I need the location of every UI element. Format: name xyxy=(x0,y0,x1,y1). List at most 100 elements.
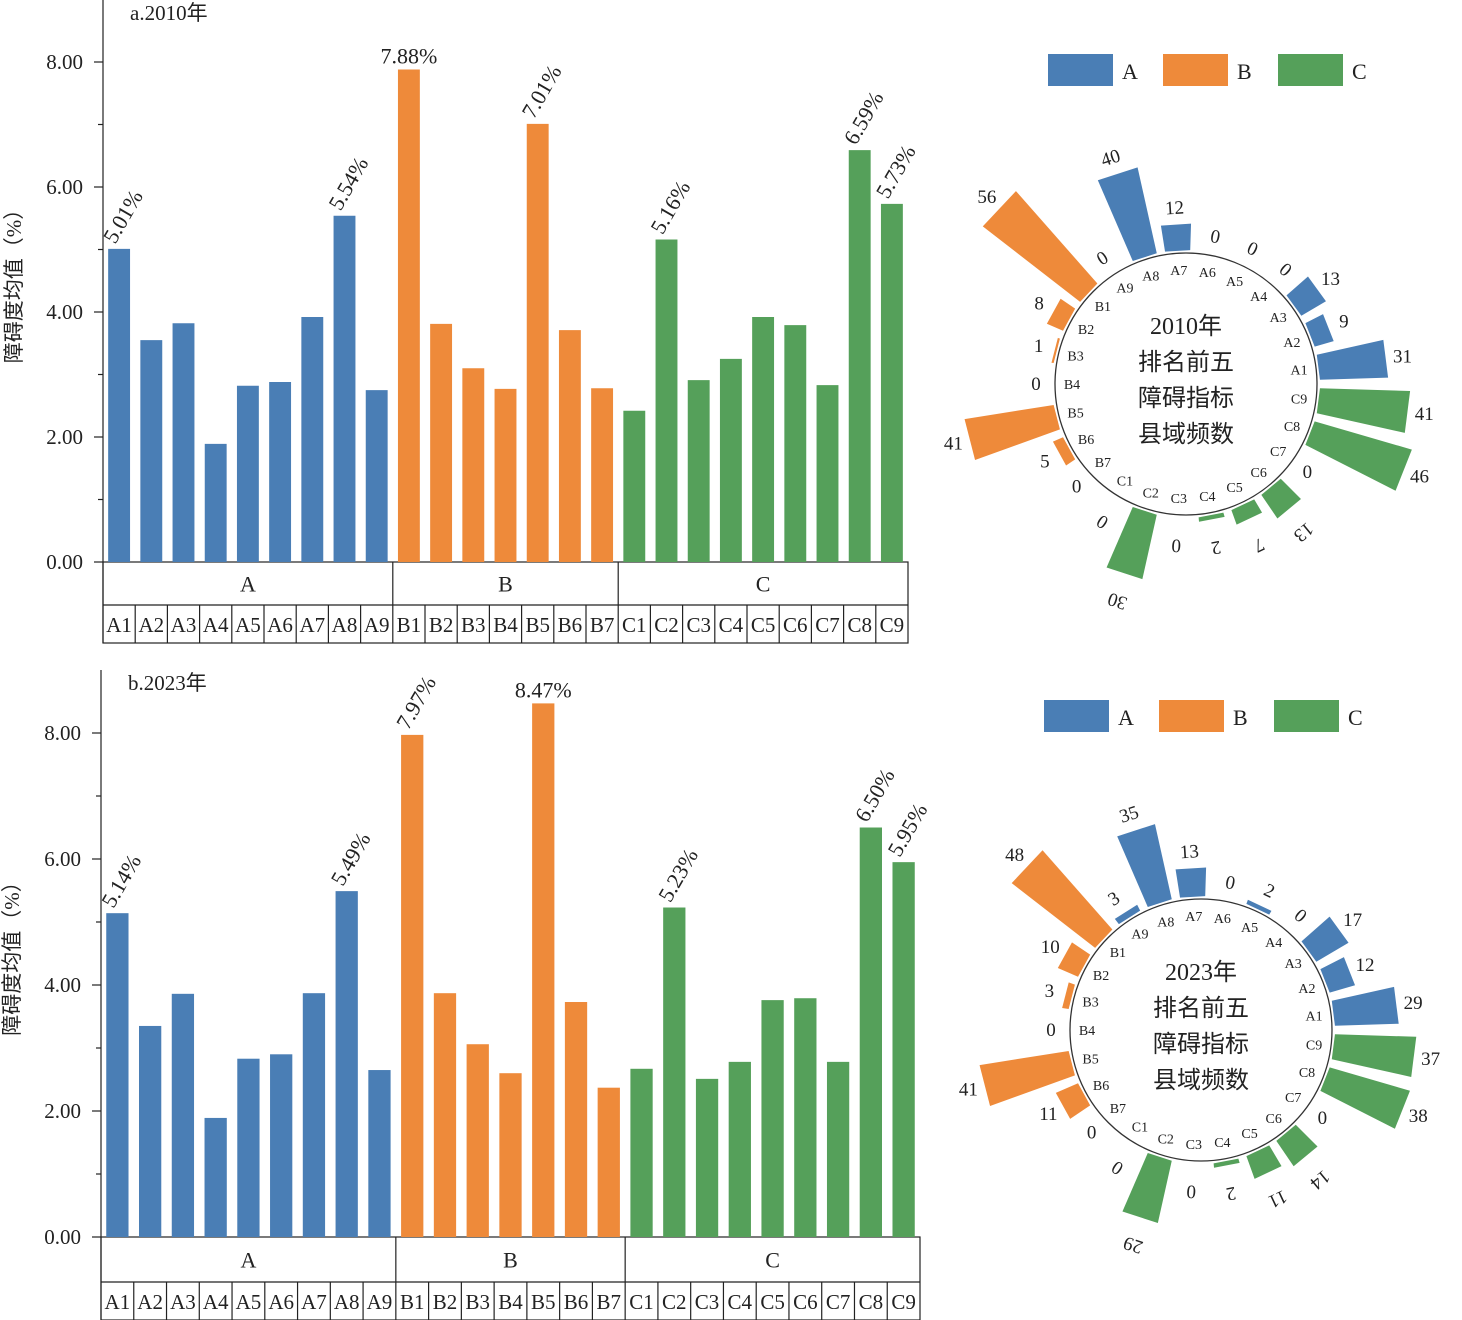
bar-C4 xyxy=(728,1061,751,1237)
x-tick-label: B7 xyxy=(597,1290,622,1314)
polar-bar-A8 xyxy=(1097,167,1157,262)
bar-A2 xyxy=(140,340,163,562)
data-label-A1: 5.01% xyxy=(98,186,148,248)
bar-chart-0: 0.00 2.00 4.00 6.00 8.00 障碍度均值（%） a.2010年 A A1 5.… xyxy=(2,0,921,644)
y-axis-label: 障碍度均值（%） xyxy=(0,871,24,1036)
group-label: B xyxy=(498,572,513,597)
x-tick-label: C4 xyxy=(728,1290,753,1314)
polar-value-label: 12 xyxy=(1356,955,1375,976)
legend-swatch-C xyxy=(1278,54,1343,86)
polar-value-label: 37 xyxy=(1421,1049,1440,1070)
legend: A B C xyxy=(1048,54,1367,86)
x-tick-label: A9 xyxy=(364,613,390,637)
bar-C9 xyxy=(880,203,903,562)
bar-B4 xyxy=(494,388,517,562)
polar-value-label: 14 xyxy=(1305,1165,1333,1194)
x-tick-label: C7 xyxy=(815,613,840,637)
x-tick-label: A1 xyxy=(106,613,132,637)
polar-value-label: 11 xyxy=(1039,1104,1057,1125)
polar-value-label: 0 xyxy=(1072,477,1082,498)
polar-bar-B6 xyxy=(1052,437,1076,466)
polar-bar-C4 xyxy=(1198,512,1225,522)
x-tick-label: B4 xyxy=(493,613,518,637)
x-tick-label: A4 xyxy=(203,1290,229,1314)
polar-value-label: 40 xyxy=(1098,145,1123,171)
legend-swatch-B xyxy=(1163,54,1228,86)
bar-chart-2: 0.00 2.00 4.00 6.00 8.00 障碍度均值（%） b.2023年 A A1 5.… xyxy=(0,670,932,1320)
bar-C5 xyxy=(761,1000,784,1237)
data-label-C2: 5.23% xyxy=(653,844,703,906)
legend-label-A: A xyxy=(1118,705,1134,730)
polar-value-label: 3 xyxy=(1105,888,1124,911)
group-label: B xyxy=(503,1248,518,1273)
polar-category-label: C1 xyxy=(1132,1120,1148,1135)
polar-value-label: 2 xyxy=(1224,1182,1237,1204)
bar-C6 xyxy=(784,325,807,562)
x-tick-label: B5 xyxy=(531,1290,556,1314)
data-label-A1: 5.14% xyxy=(96,850,146,912)
polar-bar-A3 xyxy=(1301,916,1349,962)
polar-bar-B1 xyxy=(1011,850,1113,948)
polar-category-label: A7 xyxy=(1185,910,1202,925)
x-tick-label: B7 xyxy=(590,613,615,637)
bar-C4 xyxy=(719,358,742,562)
legend: A B C xyxy=(1044,700,1363,732)
polar-bar-B5 xyxy=(979,1050,1075,1106)
legend-label-B: B xyxy=(1233,705,1248,730)
polar-category-label: C3 xyxy=(1171,492,1187,507)
polar-category-label: B2 xyxy=(1093,969,1109,984)
polar-value-label: 0 xyxy=(1224,872,1237,894)
polar-value-label: 3 xyxy=(1045,981,1055,1002)
polar-value-label: 0 xyxy=(1290,905,1311,927)
data-label-B1: 7.88% xyxy=(380,44,437,69)
polar-category-label: A3 xyxy=(1270,311,1287,326)
legend-swatch-C xyxy=(1274,700,1339,732)
bar-C1 xyxy=(623,410,646,562)
legend-swatch-A xyxy=(1048,54,1113,86)
x-tick-label: B5 xyxy=(525,613,550,637)
polar-category-label: B6 xyxy=(1093,1079,1109,1094)
polar-category-label: C5 xyxy=(1226,481,1242,496)
bar-C7 xyxy=(826,1061,850,1237)
bar-A8 xyxy=(335,891,358,1237)
polar-center-text: 2023年 xyxy=(1165,959,1237,986)
bar-C8 xyxy=(848,150,871,562)
y-axis-label: 障碍度均值（%） xyxy=(2,199,26,364)
polar-value-label: 9 xyxy=(1339,311,1349,332)
polar-category-label: B6 xyxy=(1078,433,1094,448)
polar-value-label: 41 xyxy=(944,434,963,455)
polar-circle xyxy=(1054,252,1318,516)
x-tick-label: A7 xyxy=(299,613,325,637)
bar-C8 xyxy=(859,827,882,1237)
bar-A5 xyxy=(236,385,259,562)
polar-value-label: 13 xyxy=(1321,269,1340,290)
polar-bar-chart-3: A1 29 A2 12 A3 17 A4 0 A5 2 A6 0 A7 13 A8 35 A9 3 B1 48 B2 10… xyxy=(959,802,1440,1258)
x-tick-label: C5 xyxy=(751,613,776,637)
polar-category-label: C9 xyxy=(1306,1038,1322,1053)
legend-label-A: A xyxy=(1122,59,1138,84)
x-tick-label: B6 xyxy=(558,613,583,637)
polar-category-label: C2 xyxy=(1158,1132,1174,1147)
x-tick-label: B6 xyxy=(564,1290,589,1314)
polar-category-label: A1 xyxy=(1291,364,1308,379)
x-tick-label: A6 xyxy=(267,613,293,637)
polar-value-label: 35 xyxy=(1117,802,1142,828)
polar-value-label: 11 xyxy=(1265,1185,1290,1212)
bar-C9 xyxy=(892,862,915,1237)
polar-bar-A7 xyxy=(1160,223,1192,252)
bar-A1 xyxy=(106,913,129,1237)
polar-category-label: C1 xyxy=(1117,474,1133,489)
x-tick-label: A8 xyxy=(334,1290,360,1314)
polar-bar-A5 xyxy=(1246,899,1272,915)
polar-category-label: B1 xyxy=(1095,300,1111,315)
bar-C5 xyxy=(752,317,775,562)
x-tick-label: C3 xyxy=(686,613,711,637)
bar-A9 xyxy=(368,1070,391,1237)
bar-B4 xyxy=(499,1073,522,1237)
polar-category-label: A1 xyxy=(1306,1010,1323,1025)
polar-category-label: C4 xyxy=(1214,1136,1230,1151)
x-tick-label: C2 xyxy=(662,1290,687,1314)
bar-A7 xyxy=(302,993,326,1237)
polar-bar-A2 xyxy=(1305,314,1334,347)
y-tick-label: 0.00 xyxy=(46,550,83,574)
